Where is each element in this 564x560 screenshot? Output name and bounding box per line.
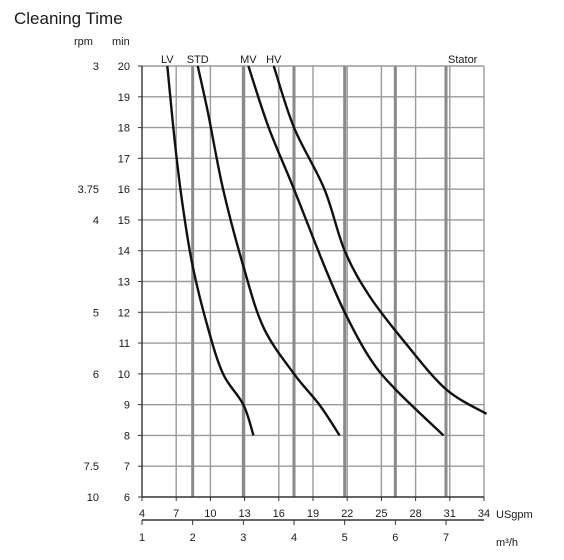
usgpm-tick-label: 13	[238, 508, 250, 520]
rpm-tick-label: 6	[93, 369, 99, 381]
m3h-tick-label: 6	[392, 532, 398, 544]
curves	[166, 65, 488, 437]
y-tick-label: 10	[118, 369, 130, 381]
y-tick-label: 17	[118, 153, 130, 165]
m3h-axis-unit: m³/h	[496, 537, 518, 549]
rpm-tick-label: 3	[93, 61, 99, 73]
rpm-tick-label: 7.5	[84, 461, 99, 473]
m3h-tick-label: 1	[139, 532, 145, 544]
rpm-axis: 3 3.75 4 5 6 7.5 10	[78, 61, 99, 504]
usgpm-tick-label: 25	[375, 508, 387, 520]
usgpm-tick-label: 22	[341, 508, 353, 520]
chart-title: Cleaning Time	[14, 9, 123, 28]
stator-label: Stator	[448, 54, 478, 66]
rpm-tick-label: 3.75	[78, 184, 99, 196]
curve-label-mv: MV	[240, 54, 257, 66]
usgpm-tick-label: 7	[173, 508, 179, 520]
rpm-axis-unit: rpm	[74, 36, 93, 48]
grid	[141, 65, 485, 521]
curve-hv	[272, 65, 488, 415]
rpm-tick-label: 10	[87, 492, 99, 504]
m3h-tick-label: 5	[342, 532, 348, 544]
y-tick-label: 6	[124, 492, 130, 504]
y-tick-label: 13	[118, 277, 130, 289]
y-tick-label: 19	[118, 92, 130, 104]
usgpm-tick-label: 34	[478, 508, 490, 520]
y-tick-label: 20	[118, 61, 130, 73]
m3h-tick-label: 2	[190, 532, 196, 544]
min-axis-unit: min	[112, 36, 130, 48]
y-tick-label: 16	[118, 184, 130, 196]
y-tick-label: 11	[119, 338, 130, 350]
curve-mv	[247, 65, 445, 437]
usgpm-tick-label: 10	[204, 508, 216, 520]
y-tick-label: 9	[124, 400, 130, 412]
usgpm-tick-label: 28	[409, 508, 421, 520]
m3h-axis: 1 2 3 4 5 6 7	[139, 520, 449, 544]
curve-label-hv: HV	[266, 54, 282, 66]
curve-label-lv: LV	[161, 54, 174, 66]
curve-lv	[166, 65, 255, 436]
usgpm-tick-label: 31	[444, 508, 456, 520]
m3h-tick-label: 4	[291, 532, 297, 544]
m3h-tick-label: 3	[240, 532, 246, 544]
rpm-tick-label: 5	[93, 307, 99, 319]
curve-label-std: STD	[187, 54, 209, 66]
y-tick-label: 12	[118, 307, 130, 319]
y-tick-label: 8	[124, 430, 130, 442]
y-tick-label: 15	[118, 215, 130, 227]
y-axis: 6 7 8 9 10 11 12 13 14 15 16 17 18 19 20	[118, 61, 142, 504]
usgpm-tick-label: 4	[139, 508, 145, 520]
usgpm-tick-label: 19	[307, 508, 319, 520]
y-tick-label: 14	[118, 246, 130, 258]
usgpm-axis-unit: USgpm	[496, 509, 533, 521]
m3h-tick-label: 7	[443, 532, 449, 544]
curve-labels: LV STD MV HV	[161, 54, 282, 66]
curve-std	[196, 65, 341, 437]
y-tick-label: 7	[124, 461, 130, 473]
usgpm-axis: 4 7 10 13 16 19 22 25 28 31 34	[139, 497, 490, 520]
rpm-tick-label: 4	[93, 215, 99, 227]
y-tick-label: 18	[118, 123, 130, 135]
usgpm-tick-label: 16	[273, 508, 285, 520]
